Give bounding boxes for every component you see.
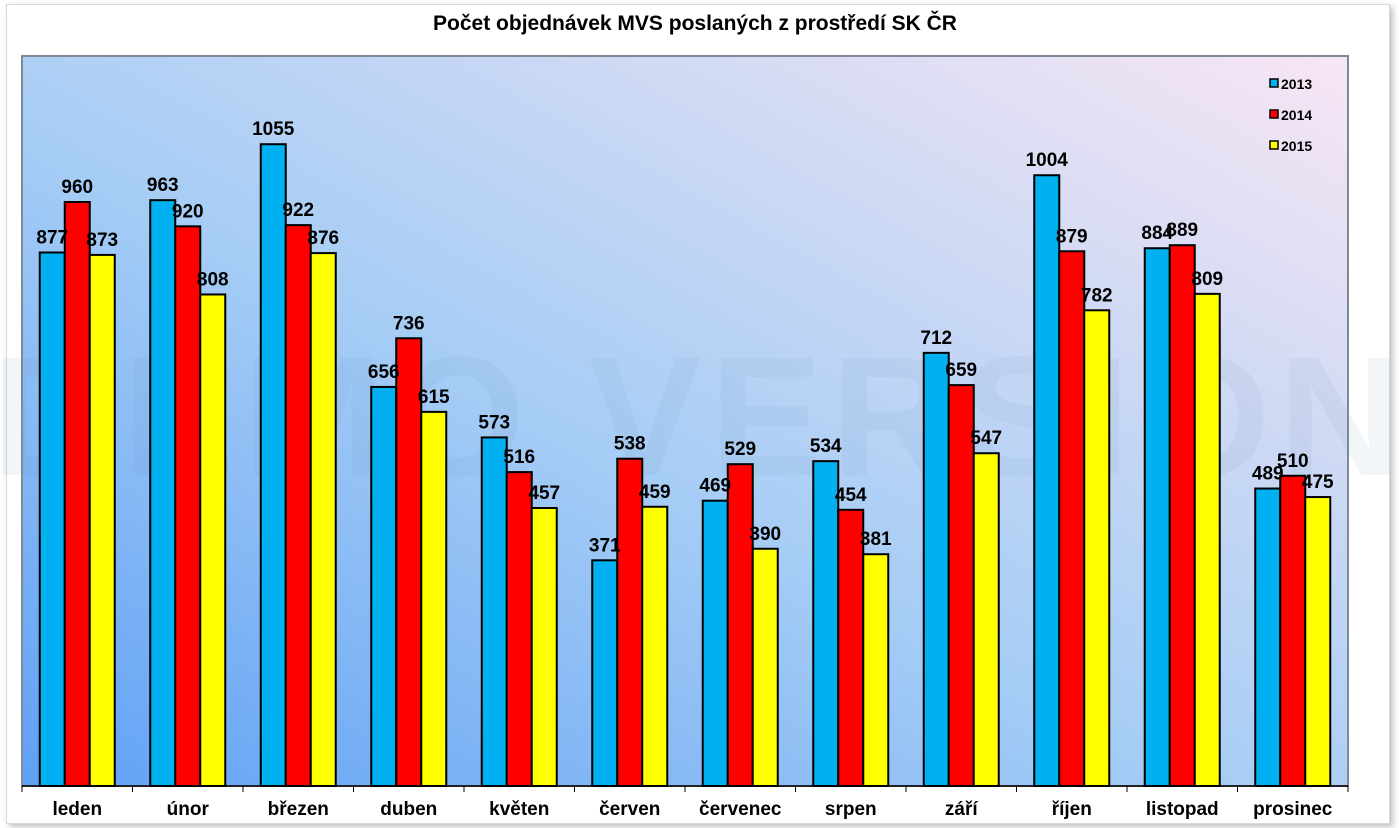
data-label-2015-únor: 808 — [197, 269, 229, 290]
bar-2015-leden — [88, 253, 116, 788]
bar-2015-listopad — [1193, 292, 1221, 787]
bar-2015-červen — [641, 505, 669, 787]
bar-2014-květen — [505, 471, 533, 787]
data-label-2014-srpen: 454 — [835, 485, 867, 506]
data-labels-group: 877 960 873 963 920 808 1055 922 876 656 736 615 573… — [36, 119, 1334, 556]
x-tick-label: červen — [599, 799, 660, 820]
bar-2015-říjen — [1083, 309, 1111, 787]
x-tick-label: leden — [52, 799, 102, 820]
bar-2013-únor — [149, 199, 177, 788]
bar-2015-červenec — [751, 547, 779, 787]
bar-2013-září — [922, 351, 950, 787]
data-label-2013-duben: 656 — [368, 362, 400, 383]
chart-title: Počet objednávek MVS poslaných z prostře… — [433, 12, 957, 35]
bar-2014-únor — [174, 225, 202, 788]
bar-2013-prosinec — [1254, 487, 1282, 787]
data-label-2013-červenec: 469 — [699, 476, 731, 497]
data-label-2014-listopad: 889 — [1166, 220, 1198, 241]
data-label-2015-červen: 459 — [639, 482, 671, 503]
data-label-2015-srpen: 381 — [860, 529, 892, 550]
bar-2013-srpen — [812, 460, 840, 787]
data-label-2013-březen: 1055 — [252, 119, 295, 140]
data-label-2013-leden: 877 — [36, 227, 68, 248]
data-label-2013-prosinec: 489 — [1252, 464, 1284, 485]
bar-2013-březen — [259, 143, 287, 788]
data-label-2014-prosinec: 510 — [1277, 451, 1309, 472]
plot-area — [21, 55, 1349, 787]
legend-swatch-2013 — [1269, 78, 1279, 88]
data-label-2013-červen: 371 — [589, 535, 621, 556]
data-label-2015-březen: 876 — [307, 228, 339, 249]
bar-2015-prosinec — [1304, 496, 1332, 787]
bar-2015-květen — [530, 506, 558, 787]
bar-2013-říjen — [1033, 174, 1061, 787]
data-label-2015-listopad: 809 — [1191, 269, 1223, 290]
data-label-2013-květen: 573 — [478, 412, 510, 433]
legend-label-2015: 2015 — [1281, 138, 1312, 154]
data-label-2013-srpen: 534 — [810, 436, 842, 457]
data-label-2013-listopad: 884 — [1141, 223, 1173, 244]
x-tick-label: srpen — [825, 799, 877, 820]
data-label-2015-květen: 457 — [528, 483, 560, 504]
data-label-2015-červenec: 390 — [749, 524, 781, 545]
x-tick-label: červenec — [699, 799, 782, 820]
bar-2015-únor — [199, 293, 227, 787]
x-tick-label: prosinec — [1253, 799, 1333, 820]
bar-2014-březen — [284, 224, 312, 788]
bars-group — [38, 143, 1332, 788]
data-label-2015-leden: 873 — [86, 230, 118, 251]
bar-2014-červenec — [726, 463, 754, 787]
legend: 2013 2014 2015 — [1269, 76, 1312, 154]
x-tick-label: únor — [167, 799, 210, 820]
data-label-2015-prosinec: 475 — [1302, 472, 1334, 493]
data-label-2013-únor: 963 — [147, 175, 179, 196]
data-label-2015-říjen: 782 — [1081, 285, 1113, 306]
data-label-2014-červen: 538 — [614, 434, 646, 455]
legend-swatch-2015 — [1269, 140, 1279, 150]
bar-2014-srpen — [837, 508, 865, 787]
bar-2015-srpen — [862, 553, 890, 787]
x-tick-label: duben — [380, 799, 437, 820]
bar-2013-červen — [591, 559, 619, 788]
x-tick-label: květen — [489, 799, 549, 820]
bar-2015-březen — [309, 252, 337, 788]
data-label-2014-červenec: 529 — [724, 439, 756, 460]
bar-2013-listopad — [1143, 247, 1171, 787]
data-label-2014-květen: 516 — [503, 447, 535, 468]
data-label-2014-duben: 736 — [393, 313, 425, 334]
data-label-2014-březen: 922 — [282, 200, 314, 221]
x-tick-label: říjen — [1052, 799, 1092, 820]
bar-2014-prosinec — [1279, 474, 1307, 787]
data-label-2014-leden: 960 — [61, 177, 93, 198]
data-label-2013-říjen: 1004 — [1026, 150, 1069, 171]
bar-2014-říjen — [1058, 250, 1086, 787]
x-tick-label: září — [945, 799, 978, 820]
bar-2015-září — [972, 452, 1000, 787]
bar-2013-květen — [480, 436, 508, 787]
data-label-2015-duben: 615 — [418, 387, 450, 408]
x-tick-label: březen — [268, 799, 329, 820]
legend-label-2013: 2013 — [1281, 76, 1312, 92]
data-label-2014-únor: 920 — [172, 201, 204, 222]
bar-2014-listopad — [1168, 244, 1196, 788]
x-axis: leden únor březen duben květen červen červenec… — [21, 785, 1349, 820]
bar-2015-duben — [420, 410, 448, 787]
data-label-2013-září: 712 — [920, 328, 952, 349]
bar-2013-červenec — [701, 499, 729, 787]
legend-swatch-2014 — [1269, 109, 1279, 119]
legend-label-2014: 2014 — [1281, 107, 1312, 123]
data-label-2014-září: 659 — [945, 360, 977, 381]
bar-2014-červen — [616, 457, 644, 787]
bar-2013-duben — [370, 385, 398, 787]
x-tick-label: listopad — [1146, 799, 1219, 820]
bar-2013-leden — [38, 251, 66, 788]
bar-2014-leden — [63, 201, 91, 787]
data-label-2014-říjen: 879 — [1056, 226, 1088, 247]
data-label-2015-září: 547 — [970, 428, 1002, 449]
